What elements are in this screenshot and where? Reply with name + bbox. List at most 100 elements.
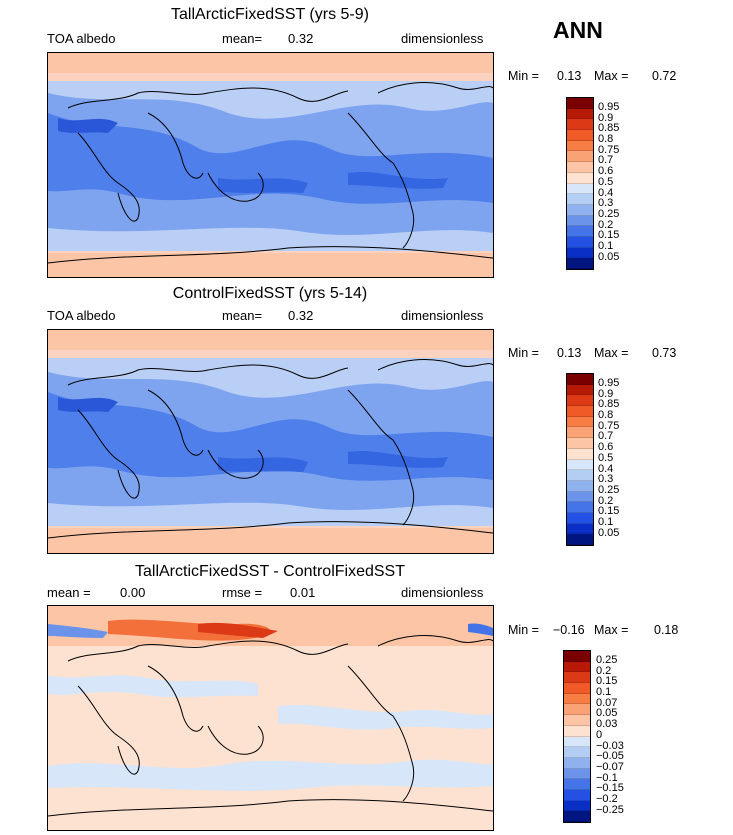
panel-2-mean-value: 0.32 (288, 308, 314, 323)
colorbar-swatch (567, 236, 593, 248)
colorbar-swatch (567, 119, 593, 131)
colorbar-swatch (567, 140, 593, 152)
colorbar-swatch (567, 98, 593, 109)
colorbar-label: 0.75 (598, 419, 620, 432)
colorbar-label: 0.05 (598, 250, 620, 263)
colorbar-label: 0.15 (598, 505, 620, 518)
panel-1-colorbar (566, 97, 594, 270)
panel-1-min-value: 0.13 (557, 69, 582, 83)
panel-3-map (47, 605, 494, 831)
panel-1-units: dimensionless (401, 31, 484, 46)
colorbar-swatch (567, 395, 593, 407)
colorbar-swatch (567, 480, 593, 492)
colorbar-swatch (564, 661, 590, 673)
colorbar-swatch (564, 683, 590, 694)
panel-2-title: ControlFixedSST (yrs 5-14) (172, 285, 368, 302)
panel-1-map (47, 52, 494, 278)
panel-1-mean-value: 0.32 (288, 31, 314, 46)
colorbar-swatch (567, 172, 593, 184)
colorbar-label: −0.15 (596, 782, 624, 795)
colorbar-swatch (567, 448, 593, 460)
colorbar-label: 0.7 (598, 154, 614, 167)
colorbar-swatch (567, 247, 593, 259)
colorbar-swatch (567, 438, 593, 449)
colorbar-label: 0.2 (598, 494, 614, 507)
panel-2-min-value: 0.13 (557, 346, 582, 360)
colorbar-swatch (567, 258, 593, 269)
colorbar-swatch (567, 215, 593, 227)
panel-2-map (47, 329, 494, 554)
colorbar-label: 0.3 (598, 473, 614, 486)
colorbar-swatch (567, 194, 593, 205)
colorbar-label: 0.9 (598, 111, 614, 124)
panel-2-max-label: Max = (594, 346, 629, 360)
colorbar-label: −0.07 (596, 760, 624, 773)
panel-3-rmse-label: rmse = (222, 585, 263, 600)
panel-3-units: dimensionless (401, 585, 484, 600)
colorbar-swatch (567, 512, 593, 524)
colorbar-label: −0.03 (596, 739, 624, 752)
panel-1-max-value: 0.72 (652, 69, 677, 83)
colorbar-swatch (564, 672, 590, 684)
panel-3-rmse-value: 0.01 (290, 585, 316, 600)
colorbar-swatch (564, 757, 590, 769)
colorbar-label: 0.2 (596, 664, 612, 677)
colorbar-label: 0 (596, 728, 603, 741)
panel-3-mean-value: 0.00 (120, 585, 146, 600)
panel-1-mean-label: mean= (222, 31, 263, 46)
colorbar-label: 0.85 (598, 398, 620, 411)
colorbar-swatch (564, 693, 590, 705)
colorbar-swatch (567, 130, 593, 141)
colorbar-label: 0.2 (598, 218, 614, 231)
colorbar-label: 0.15 (596, 675, 618, 688)
colorbar-label: −0.25 (596, 803, 624, 816)
colorbar-label: 0.4 (598, 462, 614, 475)
colorbar-label: 0.9 (598, 387, 614, 400)
colorbar-label: 0.6 (598, 165, 614, 178)
panel-3-colorbar-labels: 0.25 0.2 0.15 0.1 0.07 0.05 0.03 0 −0.03 −0.05 −0.… (596, 655, 624, 815)
colorbar-label: 0.8 (598, 133, 614, 146)
colorbar-swatch (567, 502, 593, 513)
panel-1-max-label: Max = (594, 69, 629, 83)
colorbar-label: 0.5 (598, 175, 614, 188)
colorbar-swatch (567, 406, 593, 417)
colorbar-swatch (567, 151, 593, 163)
colorbar-swatch (567, 162, 593, 173)
colorbar-swatch (564, 747, 590, 758)
panel-1-colorbar-labels: 0.95 0.9 0.85 0.8 0.75 0.7 0.6 0.5 0.4 0.3 0.25 0.2… (598, 102, 619, 262)
panel-2-min-label: Min = (508, 346, 539, 360)
panel-3-max-label: Max = (594, 623, 629, 637)
colorbar-label: 0.5 (598, 451, 614, 464)
panel-3-max-value: 0.18 (654, 623, 679, 637)
colorbar-swatch (564, 789, 590, 801)
panel-3-colorbar (563, 650, 591, 823)
colorbar-label: 0.25 (598, 207, 620, 220)
colorbar-label: 0.03 (596, 718, 618, 731)
colorbar-swatch (567, 384, 593, 396)
panel-1-variable-label: TOA albedo (47, 31, 116, 46)
colorbar-swatch (567, 374, 593, 385)
colorbar-label: 0.6 (598, 441, 614, 454)
panel-3-title: TallArcticFixedSST - ControlFixedSST (135, 563, 405, 580)
colorbar-swatch (567, 459, 593, 471)
colorbar-swatch (567, 523, 593, 535)
season-label: ANN (553, 17, 603, 43)
colorbar-label: 0.15 (598, 229, 620, 242)
colorbar-swatch (564, 800, 590, 812)
panel-3-min-value: −0.16 (553, 623, 585, 637)
colorbar-swatch (567, 416, 593, 428)
colorbar-label: 0.7 (598, 430, 614, 443)
panel-3-mean-label: mean = (47, 585, 91, 600)
panel-3-min-label: Min = (508, 623, 539, 637)
colorbar-label: 0.05 (598, 526, 620, 539)
colorbar-swatch (567, 534, 593, 545)
colorbar-label: 0.1 (598, 239, 614, 252)
colorbar-label: 0.75 (598, 143, 620, 156)
colorbar-label: 0.05 (596, 707, 618, 720)
panel-2-colorbar-labels: 0.95 0.9 0.85 0.8 0.75 0.7 0.6 0.5 0.4 0.3 0.25 0.2… (598, 378, 619, 538)
colorbar-swatch (564, 651, 590, 662)
panel-2-variable-label: TOA albedo (47, 308, 116, 323)
colorbar-swatch (567, 183, 593, 195)
panel-2-colorbar (566, 373, 594, 546)
colorbar-swatch (567, 491, 593, 503)
